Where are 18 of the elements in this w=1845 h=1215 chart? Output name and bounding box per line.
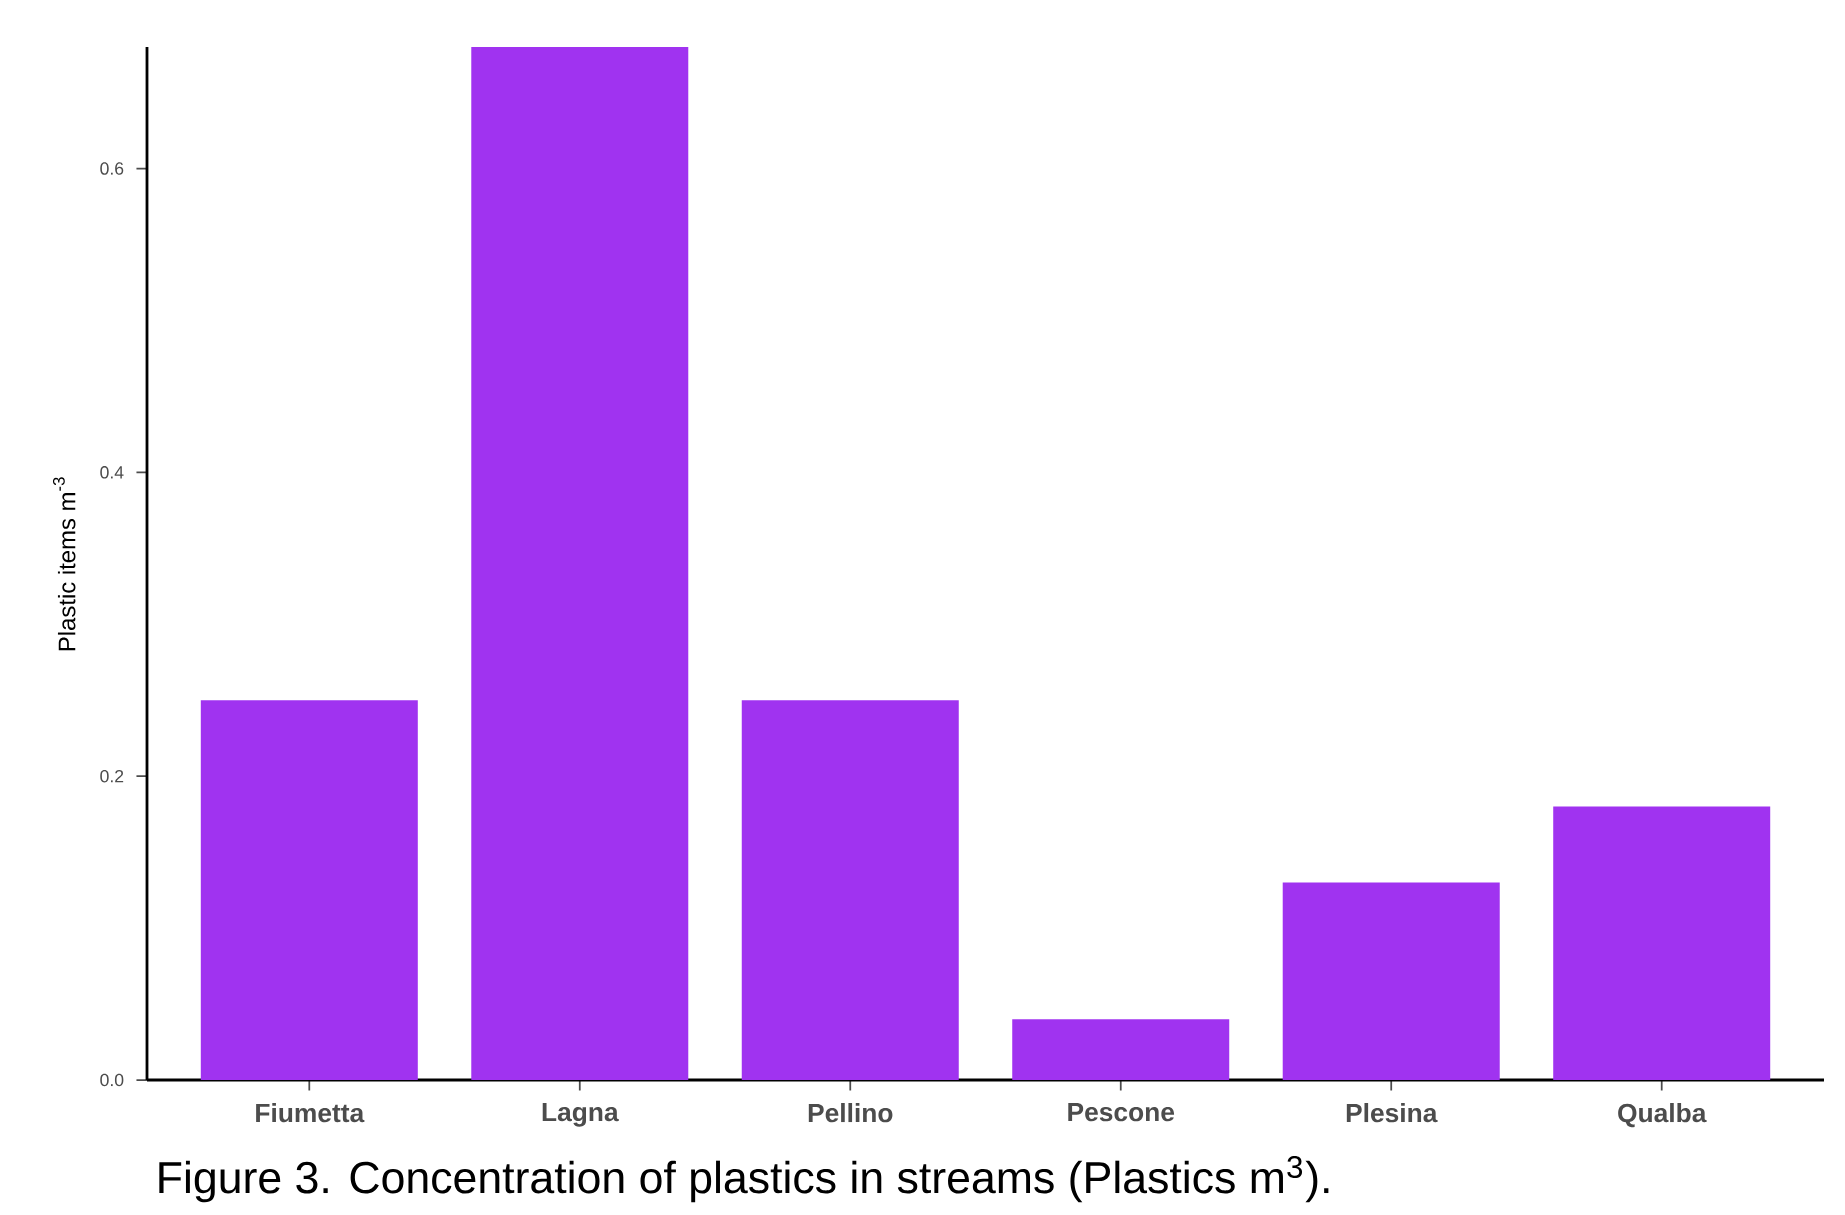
bar (1012, 1019, 1230, 1081)
y-axis-title: Plastic items m$^{-3}$ (52, 477, 76, 651)
x-tick-label: Qualba (1618, 1102, 1707, 1128)
x-tick-label: Lagna (542, 1102, 619, 1127)
bar (1282, 882, 1500, 1081)
bar (200, 700, 418, 1081)
y-tick-label: 0.6 (100, 162, 124, 175)
x-tick-label: Fiumetta (256, 1102, 365, 1123)
y-tick-label: 0.2 (100, 769, 124, 783)
x-tick-label: Pellino (808, 1102, 893, 1123)
x-tick-label: Pescone (1068, 1102, 1175, 1122)
y-tick-label: 0.0 (100, 1073, 124, 1087)
bar (471, 47, 689, 1081)
bar (741, 700, 959, 1081)
bar (1553, 806, 1771, 1081)
y-tick-label: 0.4 (100, 466, 124, 479)
caption: Figure 3. Concentration of plastics in streams (Plastics m$^{3}$). (159, 1155, 1329, 1203)
x-tick-label: Plesina (1346, 1102, 1438, 1123)
